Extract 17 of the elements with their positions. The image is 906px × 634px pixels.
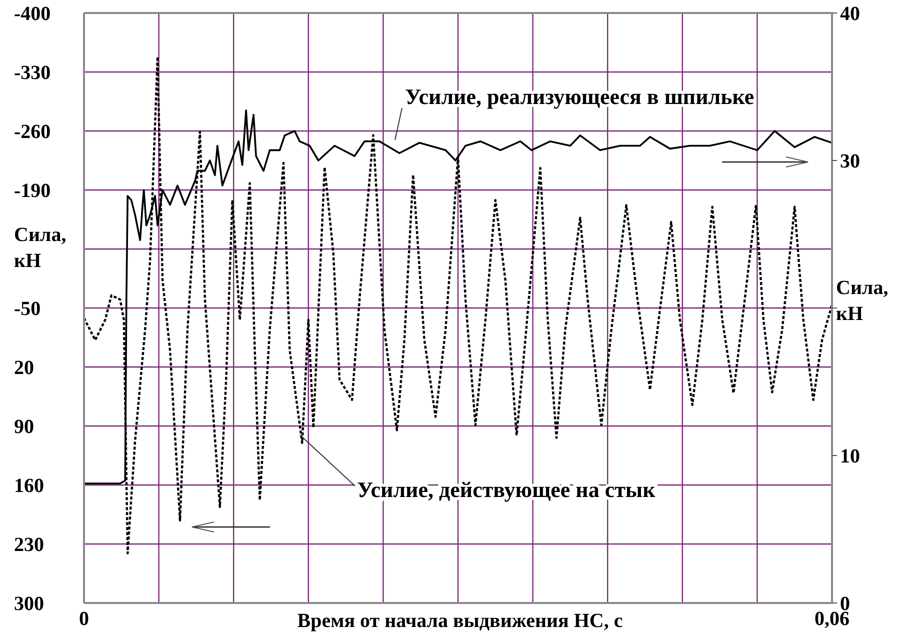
y-tick-label: 20 [14, 357, 34, 379]
y2-tick-label: 30 [840, 150, 860, 172]
y-tick-label: 90 [14, 416, 34, 438]
y-tick-label: -400 [14, 3, 51, 25]
y-tick-label: 230 [14, 534, 44, 556]
y-tick-label: -50 [14, 298, 41, 320]
y2-tick-label: 10 [840, 446, 860, 468]
y2-axis-title: Сила, кН [836, 277, 888, 325]
y-tick-label: -260 [14, 121, 51, 143]
y2-tick-label: 40 [840, 3, 860, 25]
x-axis-title: Время от начала выдвижения НС, с [297, 610, 623, 632]
y-tick-label: 300 [14, 593, 44, 615]
line-series [84, 56, 832, 554]
y-axis-title: Сила, кН [14, 224, 66, 272]
y-tick-label: 160 [14, 475, 44, 497]
y-tick-label: -190 [14, 180, 51, 202]
y-tick-label: -330 [14, 62, 51, 84]
